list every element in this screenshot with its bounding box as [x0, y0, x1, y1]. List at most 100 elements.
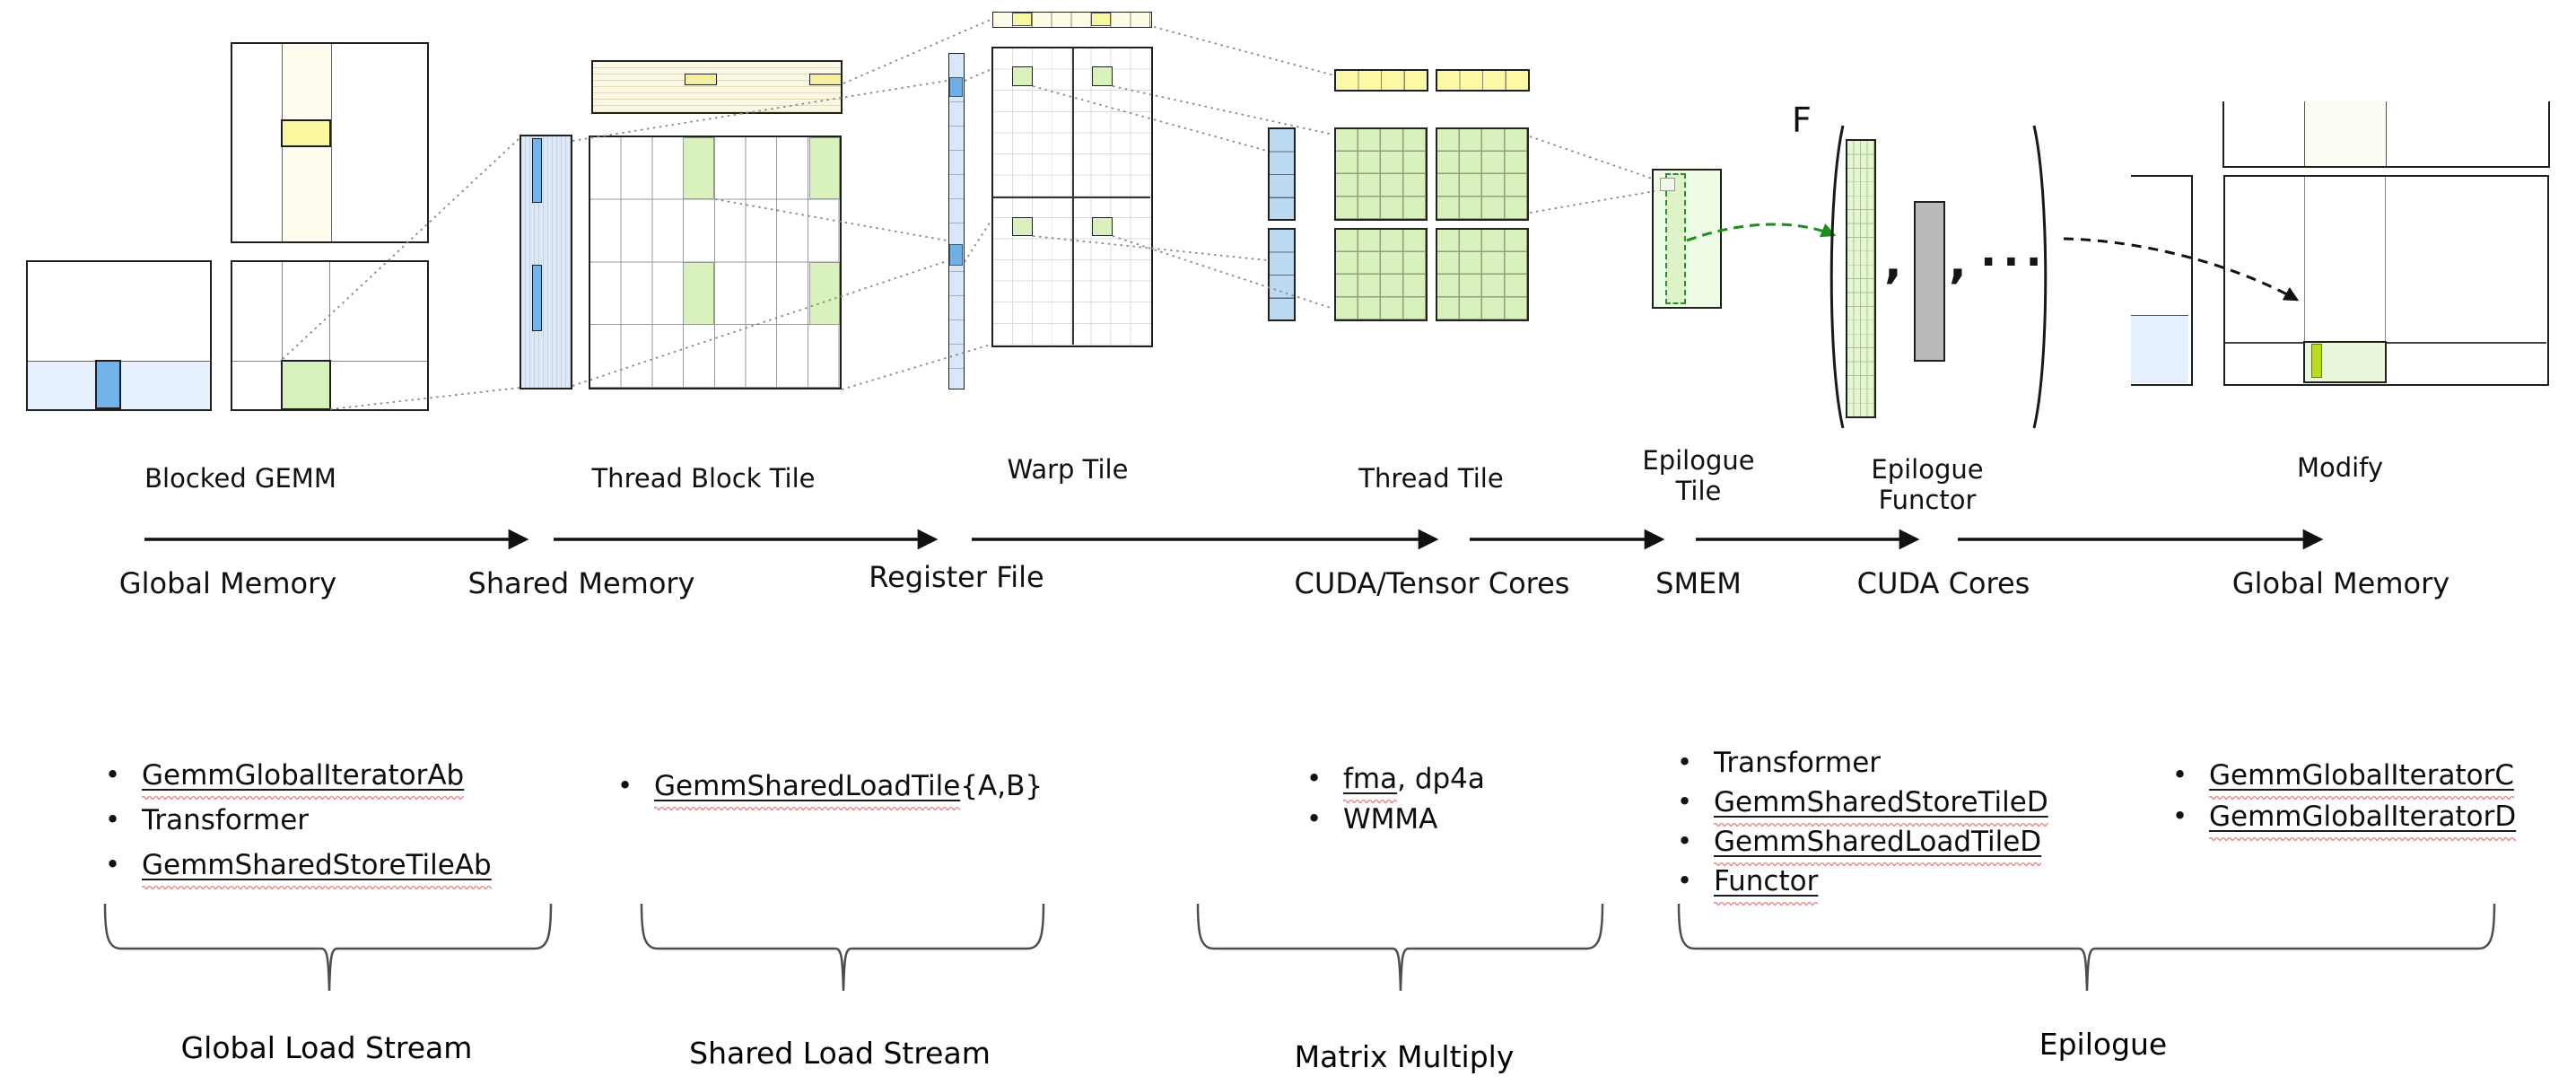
- global-load-component-list: • GemmGlobalIteratorAb • Transformer • G…: [105, 759, 492, 894]
- functor-comma: ,: [1884, 235, 1902, 289]
- list-item-text: GemmGlobalIteratorAb: [142, 759, 465, 800]
- list-item-text: Functor: [1714, 865, 1819, 906]
- warp-accumulator-row-strip: [992, 12, 1152, 28]
- epilogue-tile-label-line1: Epilogue: [1642, 445, 1755, 476]
- list-item: • fma, dp4a: [1306, 763, 1485, 803]
- list-item: • WMMA: [1306, 803, 1485, 844]
- thread-block-accumulator-grid: [589, 136, 842, 389]
- matrix-multiply-component-list: • fma, dp4a • WMMA: [1306, 763, 1485, 844]
- epilogue-tile-column-dashed: [1665, 173, 1686, 304]
- list-item-text: , dp4a: [1397, 763, 1485, 795]
- stream-label-epilogue: Epilogue: [2039, 1027, 2168, 1062]
- modify-c-tile-green: [2303, 341, 2387, 383]
- close-paren: [2032, 125, 2048, 429]
- stream-label-global-load: Global Load Stream: [180, 1030, 473, 1065]
- smem-a-fragment-blue: [532, 265, 542, 331]
- smem-tile-b: [591, 60, 843, 114]
- bullet-icon: •: [1306, 763, 1323, 793]
- epilogue-functor-label-line2: Functor: [1878, 485, 1977, 515]
- epilogue-functor-label-line1: Epilogue: [1871, 454, 1984, 485]
- list-item-text: fma: [1343, 763, 1398, 803]
- modify-c-gridline: [2304, 177, 2305, 383]
- thread-tile-accumulator-grid: [1334, 127, 1428, 221]
- warp-tile-grid: [991, 47, 1153, 347]
- smem-tile-a: [520, 135, 572, 389]
- green-cell: [809, 137, 840, 199]
- warp-green-square: [1092, 217, 1113, 236]
- list-item-text: Transformer: [142, 804, 310, 836]
- list-item: • Transformer: [105, 804, 492, 849]
- list-item: • GemmGlobalIteratorD: [2172, 801, 2517, 842]
- thread-tile-b-col-fragment: [1268, 127, 1296, 221]
- pipeline-stage-cuda-cores: CUDA Cores: [1856, 566, 2030, 600]
- brace-matrix-multiply: [1196, 903, 1604, 992]
- bullet-icon: •: [2172, 801, 2188, 831]
- modify-matrix-c: [2223, 175, 2549, 386]
- register-file-strip: [948, 53, 965, 389]
- list-item-text: GemmSharedStoreTileAb: [142, 849, 492, 889]
- global-store-component-list: • GemmGlobalIteratorC • GemmGlobalIterat…: [2172, 759, 2517, 842]
- epilogue-tile-label-line2: Tile: [1675, 476, 1722, 506]
- smem-b-fragment-yellow: [809, 74, 842, 85]
- warp-green-square: [1012, 66, 1033, 86]
- list-item-text: GemmGlobalIteratorD: [2209, 801, 2517, 841]
- dotted-connector-line: [964, 219, 992, 263]
- stream-label-shared-load: Shared Load Stream: [689, 1036, 991, 1071]
- blocked-gemm-matrix-c: [231, 260, 429, 411]
- matrix-b-tile-yellow: [281, 119, 331, 147]
- functor-fragment-grid: [1846, 139, 1876, 418]
- warp-grid-center-hline: [993, 197, 1150, 198]
- stream-label-matrix-multiply: Matrix Multiply: [1294, 1039, 1515, 1074]
- shared-load-component-list: • GemmSharedLoadTile {A,B}: [617, 770, 1043, 815]
- dotted-connector-line: [1153, 26, 1335, 76]
- list-item-text: WMMA: [1343, 803, 1438, 836]
- register-cell-blue: [949, 244, 963, 266]
- bullet-icon: •: [1677, 786, 1693, 817]
- bullet-icon: •: [1677, 747, 1693, 777]
- open-paren: [1829, 125, 1845, 429]
- dotted-connector-line: [843, 19, 991, 84]
- thread-tile-accumulator-grid: [1436, 127, 1529, 221]
- bullet-icon: •: [105, 759, 121, 790]
- dotted-connector-line: [1529, 190, 1655, 214]
- bullet-icon: •: [105, 849, 121, 879]
- modify-c-gridline: [2385, 177, 2386, 383]
- list-item: • Functor: [1677, 865, 2048, 905]
- pipeline-stage-register-file: Register File: [869, 560, 1044, 594]
- modify-label: Modify: [2296, 452, 2384, 483]
- thread-tile-label: Thread Tile: [1358, 463, 1504, 494]
- underbraces: [103, 903, 2496, 992]
- list-item: • GemmGlobalIteratorC: [2172, 759, 2516, 801]
- matrix-c-tile-green: [281, 360, 331, 410]
- pipeline-stage-shared-memory: Shared Memory: [467, 566, 695, 600]
- functor-symbol: F: [1792, 101, 1812, 140]
- epilogue-tile: [1652, 169, 1722, 309]
- warp-tile-label: Warp Tile: [1007, 454, 1129, 485]
- smem-a-fragment-blue: [532, 138, 542, 203]
- modify-b-highlight-column: [2304, 101, 2387, 166]
- pipeline-stage-global-memory: Global Memory: [118, 566, 337, 600]
- brace-epilogue: [1677, 903, 2496, 992]
- dotted-connector-line: [1529, 136, 1655, 180]
- pipeline-stage-smem: SMEM: [1655, 566, 1742, 600]
- list-item: • GemmGlobalIteratorAb: [105, 759, 492, 804]
- bullet-icon: •: [617, 770, 633, 801]
- list-item-text: GemmGlobalIteratorC: [2209, 759, 2515, 800]
- list-item-text: GemmSharedLoadTileD: [1714, 826, 2042, 866]
- dotted-connector-line: [964, 68, 992, 82]
- warp-green-square: [1092, 66, 1113, 86]
- functor-comma: ,: [1949, 235, 1967, 289]
- bullet-icon: •: [1677, 826, 1693, 856]
- list-item-text: GemmSharedStoreTileD: [1714, 786, 2048, 827]
- epilogue-tile-subfragment: [1660, 178, 1675, 191]
- thread-tile-accumulator-grid: [1436, 228, 1529, 321]
- thread-tile-accumulator-grid: [1334, 228, 1428, 321]
- thread-tile-a-row-fragment: [1436, 69, 1530, 92]
- bullet-icon: •: [1306, 803, 1323, 834]
- modify-matrix-b: [2222, 101, 2550, 168]
- dotted-connector-line: [841, 344, 991, 390]
- warp-row-cell-bright: [1012, 13, 1032, 26]
- green-cell: [683, 137, 714, 199]
- brace-global-load-stream: [103, 903, 553, 992]
